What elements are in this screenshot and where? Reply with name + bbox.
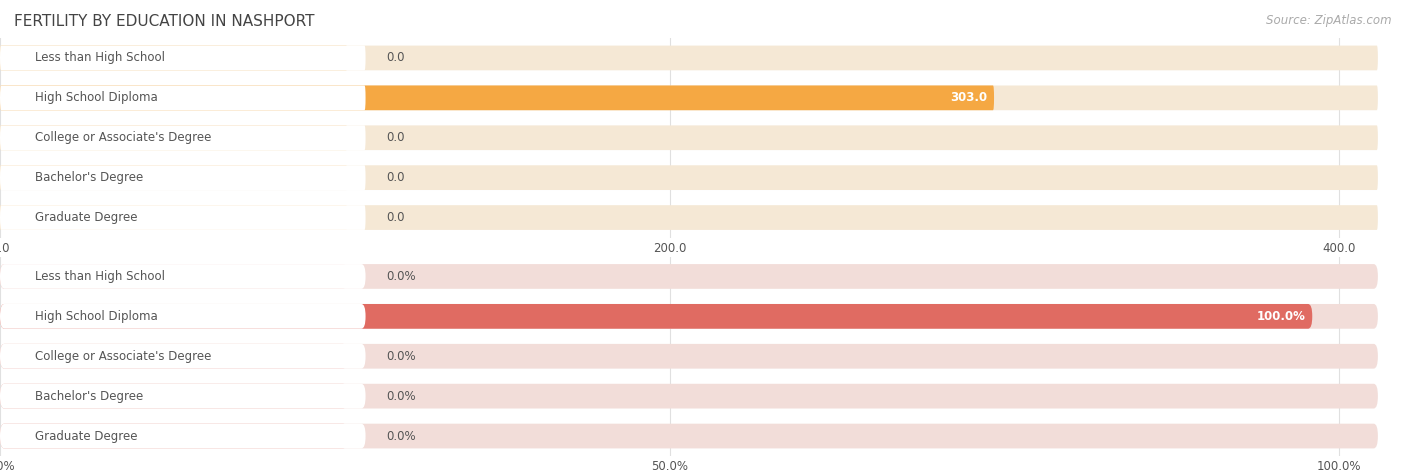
FancyBboxPatch shape (0, 304, 1312, 329)
FancyBboxPatch shape (0, 264, 347, 289)
Text: Source: ZipAtlas.com: Source: ZipAtlas.com (1267, 14, 1392, 27)
FancyBboxPatch shape (0, 344, 1378, 369)
FancyBboxPatch shape (0, 205, 366, 230)
Text: High School Diploma: High School Diploma (35, 91, 157, 104)
Text: 0.0: 0.0 (387, 131, 405, 144)
FancyBboxPatch shape (0, 46, 366, 70)
FancyBboxPatch shape (0, 424, 347, 448)
FancyBboxPatch shape (0, 46, 1378, 70)
Text: 0.0: 0.0 (387, 51, 405, 65)
FancyBboxPatch shape (0, 165, 347, 190)
FancyBboxPatch shape (0, 165, 1378, 190)
Text: FERTILITY BY EDUCATION IN NASHPORT: FERTILITY BY EDUCATION IN NASHPORT (14, 14, 315, 29)
Text: Bachelor's Degree: Bachelor's Degree (35, 171, 143, 184)
FancyBboxPatch shape (0, 46, 347, 70)
Text: 0.0: 0.0 (387, 211, 405, 224)
FancyBboxPatch shape (0, 384, 347, 408)
FancyBboxPatch shape (0, 264, 366, 289)
FancyBboxPatch shape (0, 205, 347, 230)
Text: Less than High School: Less than High School (35, 51, 165, 65)
Text: Graduate Degree: Graduate Degree (35, 429, 138, 443)
FancyBboxPatch shape (0, 344, 366, 369)
FancyBboxPatch shape (0, 304, 1378, 329)
FancyBboxPatch shape (0, 205, 1378, 230)
Text: 0.0%: 0.0% (387, 350, 416, 363)
Text: 0.0%: 0.0% (387, 390, 416, 403)
Text: Less than High School: Less than High School (35, 270, 165, 283)
Text: Bachelor's Degree: Bachelor's Degree (35, 390, 143, 403)
Text: 303.0: 303.0 (950, 91, 987, 104)
FancyBboxPatch shape (0, 86, 366, 110)
FancyBboxPatch shape (0, 86, 994, 110)
FancyBboxPatch shape (0, 125, 1378, 150)
FancyBboxPatch shape (0, 264, 1378, 289)
FancyBboxPatch shape (0, 86, 1378, 110)
FancyBboxPatch shape (0, 384, 366, 408)
FancyBboxPatch shape (0, 304, 366, 329)
FancyBboxPatch shape (0, 165, 366, 190)
FancyBboxPatch shape (0, 424, 366, 448)
Text: College or Associate's Degree: College or Associate's Degree (35, 131, 211, 144)
Text: Graduate Degree: Graduate Degree (35, 211, 138, 224)
FancyBboxPatch shape (0, 125, 366, 150)
FancyBboxPatch shape (0, 384, 1378, 408)
FancyBboxPatch shape (0, 125, 347, 150)
FancyBboxPatch shape (0, 344, 347, 369)
Text: 0.0%: 0.0% (387, 270, 416, 283)
Text: 0.0: 0.0 (387, 171, 405, 184)
Text: College or Associate's Degree: College or Associate's Degree (35, 350, 211, 363)
Text: 100.0%: 100.0% (1257, 310, 1305, 323)
Text: 0.0%: 0.0% (387, 429, 416, 443)
Text: High School Diploma: High School Diploma (35, 310, 157, 323)
FancyBboxPatch shape (0, 424, 1378, 448)
